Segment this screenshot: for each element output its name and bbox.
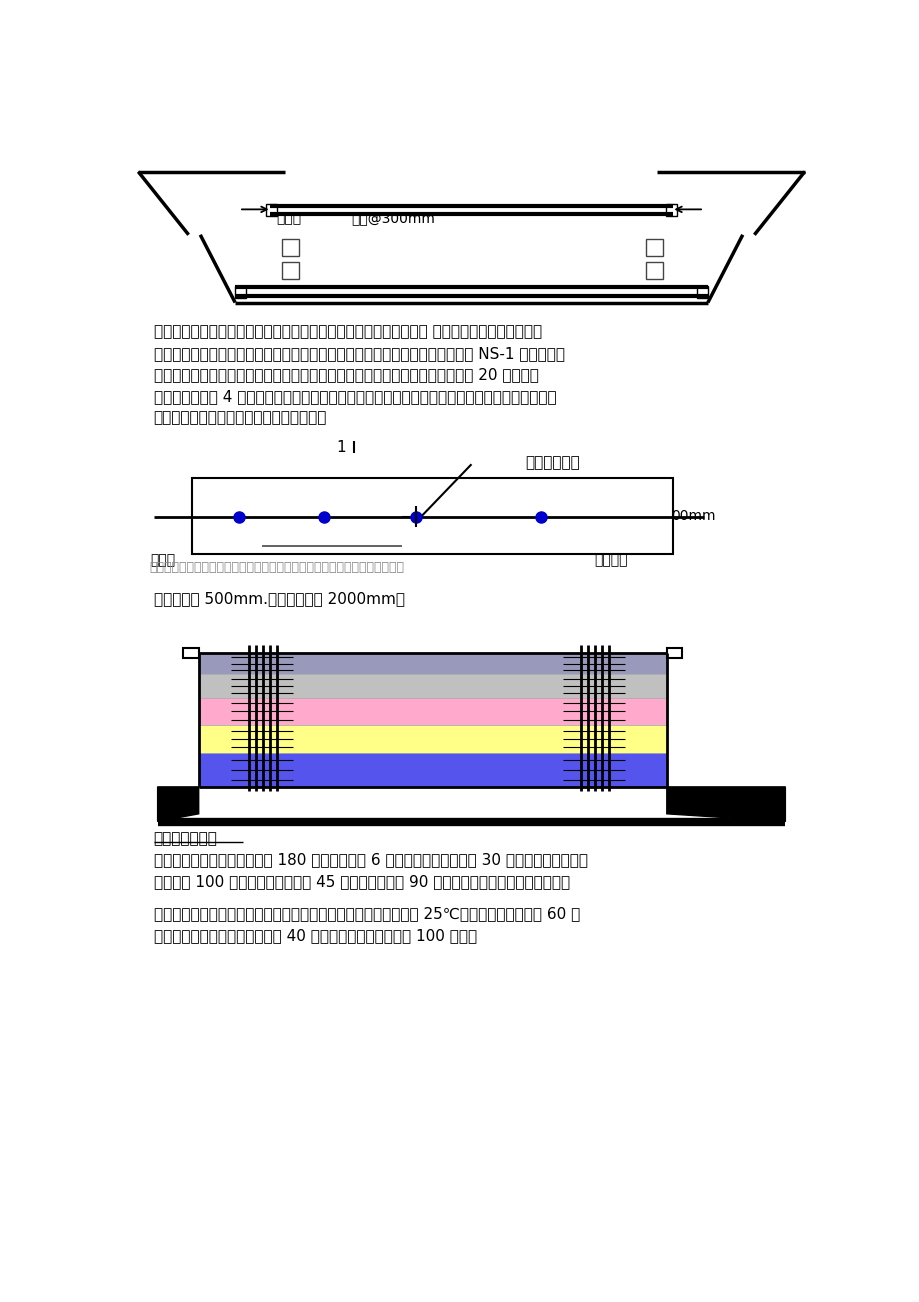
Bar: [199, 753, 666, 786]
Bar: [183, 647, 199, 659]
Text: 减少水化热的产生。混凝土表面覆盖塑料布一层保温，使混凝土内外温差控制在 20 度之内。: 减少水化热的产生。混凝土表面覆盖塑料布一层保温，使混凝土内外温差控制在 20 度…: [153, 367, 538, 383]
Text: 混凝土: 混凝土: [150, 553, 175, 568]
Text: 混凝土施工采用层叠浇筑工法，每层分层施工，采用平面分层浇灌方法浇注。: 混凝土施工采用层叠浇筑工法，每层分层施工，采用平面分层浇灌方法浇注。: [150, 561, 404, 574]
Bar: [281, 262, 299, 279]
Text: 浇注时间计算：混凝土总量为 180 立方米，计划 6 小时完成。每小时浇注 30 立方米。每层浇注时: 浇注时间计算：混凝土总量为 180 立方米，计划 6 小时完成。每小时浇注 30…: [153, 853, 587, 867]
Text: 竹模板: 竹模板: [276, 212, 301, 225]
Polygon shape: [666, 786, 785, 822]
Bar: [645, 262, 663, 279]
Bar: [199, 698, 666, 725]
Text: 汽轮机中心线: 汽轮机中心线: [525, 454, 580, 470]
Bar: [281, 238, 299, 255]
Bar: [666, 647, 682, 659]
Bar: [192, 478, 673, 553]
Bar: [266, 204, 277, 216]
Text: 分层浇注示意图: 分层浇注示意图: [153, 831, 218, 846]
Text: 钢筋施工：主要钢筋连接采用电阻闪光对焊，其它钢筋采用绑扎接头 。混凝土施工：汽轮机基础: 钢筋施工：主要钢筋连接采用电阻闪光对焊，其它钢筋采用绑扎接头 。混凝土施工：汽轮…: [153, 324, 541, 339]
Text: 间允许为 100 分钟，实际计算每层 45 立方米，一层需 90 分钟，满足不形成施工缝的规定。: 间允许为 100 分钟，实际计算每层 45 立方米，一层需 90 分钟，满足不形…: [153, 874, 569, 889]
Text: 钟，加入缓凝型外加剂后可延长 40 分钟，因此允许时间定为 100 分钟。: 钟，加入缓凝型外加剂后可延长 40 分钟，因此允许时间定为 100 分钟。: [153, 928, 476, 943]
Text: 法浇注。: 法浇注。: [594, 553, 627, 568]
Bar: [235, 285, 245, 298]
Text: 分层厚度为 500mm.分四层浇注为 2000mm。: 分层厚度为 500mm.分四层浇注为 2000mm。: [153, 591, 404, 607]
Bar: [665, 204, 676, 216]
Polygon shape: [157, 786, 199, 822]
Text: 注：根据施工验收规范规定，混凝土从搅拌机出来到进入模内，在 25℃以上温度的条件下为 60 分: 注：根据施工验收规范规定，混凝土从搅拌机出来到进入模内，在 25℃以上温度的条件…: [153, 906, 579, 922]
Bar: [199, 725, 666, 753]
Bar: [645, 238, 663, 255]
Bar: [199, 674, 666, 698]
Text: 采取加强保温和浇水养护的措施降低温差。: 采取加强保温和浇水养护的措施降低温差。: [153, 410, 327, 426]
Bar: [697, 285, 707, 298]
Text: 00mm: 00mm: [671, 509, 715, 523]
Text: 1: 1: [335, 440, 346, 454]
Text: 木楞@300mm: 木楞@300mm: [351, 212, 435, 225]
Text: 底板属于大体积混凝土，首先选用矿渣水泥配制的混凝土，掺入具有缓凝作用的 NS-1 型减水剂，: 底板属于大体积混凝土，首先选用矿渣水泥配制的混凝土，掺入具有缓凝作用的 NS-1…: [153, 345, 564, 361]
Text: 选最不利位置设 4 个测温孔，分上、中、下三个部位每小时测温一次，若混凝土内外温差超差时，: 选最不利位置设 4 个测温孔，分上、中、下三个部位每小时测温一次，若混凝土内外温…: [153, 389, 556, 404]
Bar: [199, 652, 666, 674]
